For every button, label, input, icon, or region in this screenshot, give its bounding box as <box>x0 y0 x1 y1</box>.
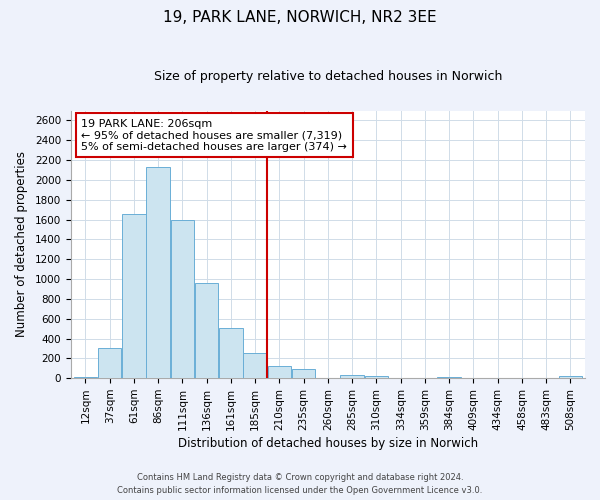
Bar <box>268 366 291 378</box>
Bar <box>340 375 364 378</box>
Text: 19 PARK LANE: 206sqm
← 95% of detached houses are smaller (7,319)
5% of semi-det: 19 PARK LANE: 206sqm ← 95% of detached h… <box>81 118 347 152</box>
Bar <box>122 214 146 378</box>
Text: Contains HM Land Registry data © Crown copyright and database right 2024.
Contai: Contains HM Land Registry data © Crown c… <box>118 474 482 495</box>
Bar <box>559 376 582 378</box>
Bar <box>146 167 170 378</box>
Bar <box>171 220 194 378</box>
Title: Size of property relative to detached houses in Norwich: Size of property relative to detached ho… <box>154 70 502 83</box>
Bar <box>74 377 97 378</box>
Y-axis label: Number of detached properties: Number of detached properties <box>15 152 28 338</box>
Bar <box>365 376 388 378</box>
Bar <box>195 283 218 378</box>
Bar <box>292 369 316 378</box>
Text: 19, PARK LANE, NORWICH, NR2 3EE: 19, PARK LANE, NORWICH, NR2 3EE <box>163 10 437 25</box>
Bar <box>437 376 461 378</box>
Bar <box>98 348 121 378</box>
Bar <box>244 354 267 378</box>
X-axis label: Distribution of detached houses by size in Norwich: Distribution of detached houses by size … <box>178 437 478 450</box>
Bar <box>219 328 243 378</box>
